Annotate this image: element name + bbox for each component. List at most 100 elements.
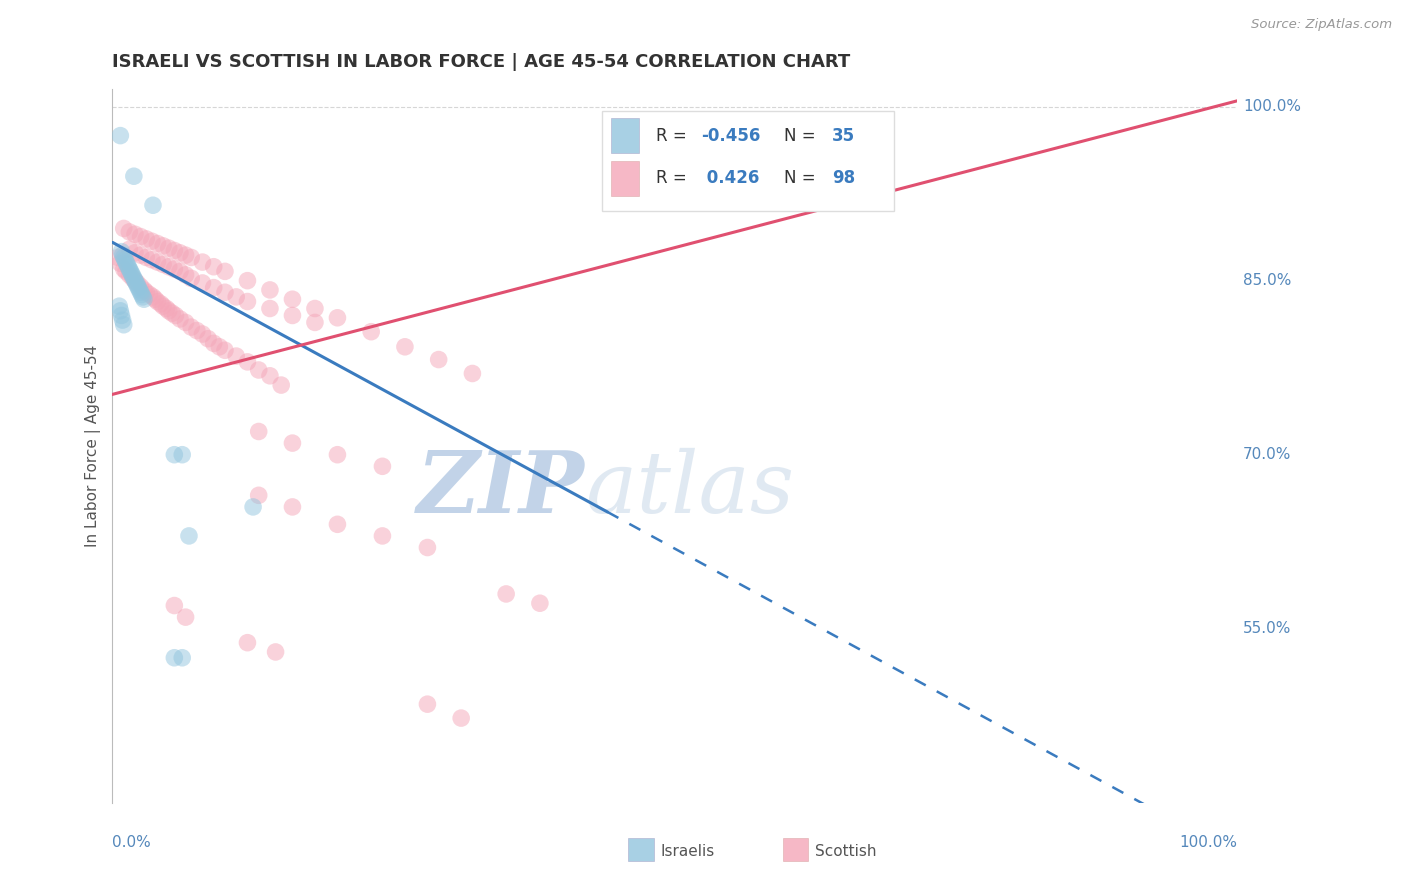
Point bbox=[122, 271, 145, 285]
Point bbox=[155, 301, 177, 316]
Point bbox=[135, 232, 157, 246]
Point bbox=[124, 227, 146, 242]
Point bbox=[135, 251, 157, 265]
Point bbox=[111, 313, 134, 327]
Point bbox=[427, 352, 450, 367]
Point bbox=[124, 274, 146, 288]
Point bbox=[157, 241, 180, 255]
Point bbox=[118, 268, 141, 282]
Point bbox=[169, 312, 191, 326]
Point bbox=[191, 326, 214, 341]
Point bbox=[177, 529, 200, 543]
Point bbox=[765, 125, 787, 139]
Point bbox=[326, 448, 349, 462]
Point bbox=[281, 500, 304, 514]
Point bbox=[180, 320, 202, 334]
Point bbox=[172, 448, 194, 462]
Point bbox=[225, 290, 247, 304]
Point bbox=[371, 529, 394, 543]
Text: 100.0%: 100.0% bbox=[1180, 835, 1237, 850]
Point bbox=[202, 280, 225, 294]
Point bbox=[129, 279, 152, 293]
Point bbox=[174, 610, 197, 624]
Point bbox=[135, 285, 157, 300]
Point bbox=[142, 198, 165, 212]
Point bbox=[191, 255, 214, 269]
Text: 70.0%: 70.0% bbox=[1243, 447, 1291, 462]
Point bbox=[107, 251, 129, 265]
Text: Source: ZipAtlas.com: Source: ZipAtlas.com bbox=[1251, 18, 1392, 31]
Point bbox=[141, 252, 163, 267]
Point bbox=[131, 287, 153, 301]
Text: 100.0%: 100.0% bbox=[1243, 99, 1301, 114]
Point bbox=[394, 340, 416, 354]
Point bbox=[202, 260, 225, 274]
Point bbox=[124, 274, 146, 288]
Point bbox=[115, 255, 138, 269]
Point bbox=[108, 299, 131, 313]
Point bbox=[157, 260, 180, 274]
Point bbox=[115, 264, 138, 278]
Text: -0.456: -0.456 bbox=[700, 127, 761, 145]
Point bbox=[146, 294, 169, 309]
Point bbox=[132, 292, 155, 306]
Point bbox=[118, 262, 141, 277]
Text: 0.426: 0.426 bbox=[700, 169, 759, 187]
Point bbox=[236, 635, 259, 649]
Point bbox=[172, 650, 194, 665]
Point bbox=[152, 257, 174, 271]
Point bbox=[371, 459, 394, 474]
Text: 98: 98 bbox=[832, 169, 855, 187]
Text: atlas: atlas bbox=[585, 448, 794, 530]
Point bbox=[281, 309, 304, 323]
Point bbox=[118, 243, 141, 257]
Y-axis label: In Labor Force | Age 45-54: In Labor Force | Age 45-54 bbox=[86, 345, 101, 547]
Point bbox=[259, 283, 281, 297]
Point bbox=[208, 340, 231, 354]
Point bbox=[495, 587, 517, 601]
Point bbox=[132, 283, 155, 297]
Point bbox=[270, 378, 292, 392]
Point bbox=[124, 245, 146, 260]
Point bbox=[122, 169, 145, 184]
Text: Scottish: Scottish bbox=[815, 845, 877, 859]
Point bbox=[416, 541, 439, 555]
Point bbox=[110, 128, 132, 143]
Point bbox=[146, 236, 169, 251]
Point bbox=[160, 306, 183, 320]
Text: ISRAELI VS SCOTTISH IN LABOR FORCE | AGE 45-54 CORRELATION CHART: ISRAELI VS SCOTTISH IN LABOR FORCE | AGE… bbox=[112, 54, 851, 71]
Point bbox=[163, 448, 186, 462]
Point bbox=[360, 325, 382, 339]
Point bbox=[247, 363, 270, 377]
Point bbox=[129, 229, 152, 244]
Point bbox=[247, 425, 270, 439]
Point bbox=[112, 262, 135, 277]
Point bbox=[129, 248, 152, 262]
Point bbox=[163, 599, 186, 613]
Point bbox=[236, 274, 259, 288]
Point bbox=[225, 349, 247, 363]
Point bbox=[112, 221, 135, 235]
Point bbox=[529, 596, 551, 610]
Point bbox=[114, 252, 136, 267]
Point bbox=[264, 645, 287, 659]
Point bbox=[197, 332, 219, 346]
Point bbox=[110, 303, 132, 318]
Point bbox=[214, 285, 236, 300]
Point bbox=[236, 294, 259, 309]
Point bbox=[121, 267, 143, 281]
Text: 35: 35 bbox=[832, 127, 855, 145]
Point bbox=[180, 271, 202, 285]
Point bbox=[236, 355, 259, 369]
Point bbox=[191, 276, 214, 290]
Point bbox=[128, 283, 150, 297]
Point bbox=[304, 315, 326, 329]
Point bbox=[174, 268, 197, 282]
Point bbox=[129, 285, 152, 300]
Point bbox=[157, 303, 180, 318]
Point bbox=[163, 262, 186, 277]
Point bbox=[416, 697, 439, 711]
Point bbox=[259, 368, 281, 383]
Point bbox=[163, 650, 186, 665]
Point bbox=[281, 436, 304, 450]
